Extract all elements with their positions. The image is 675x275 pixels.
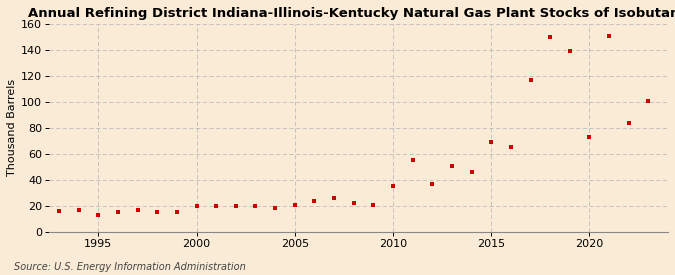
Text: Source: U.S. Energy Information Administration: Source: U.S. Energy Information Administ…	[14, 262, 245, 272]
Y-axis label: Thousand Barrels: Thousand Barrels	[7, 79, 17, 177]
Title: Annual Refining District Indiana-Illinois-Kentucky Natural Gas Plant Stocks of I: Annual Refining District Indiana-Illinoi…	[28, 7, 675, 20]
